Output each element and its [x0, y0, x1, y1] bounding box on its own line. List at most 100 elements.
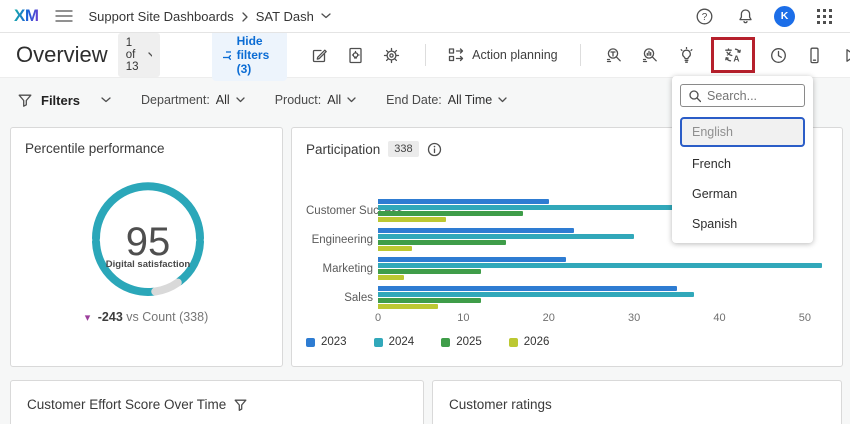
chevron-down-icon [498, 97, 507, 103]
page-title: Overview [16, 42, 108, 67]
category-label: Marketing [322, 262, 374, 275]
category-label: Customer Success [306, 204, 403, 217]
language-dropdown: English French German Spanish [672, 76, 813, 243]
bar-2023[interactable] [378, 228, 575, 233]
bar-2026[interactable] [378, 246, 413, 251]
gauge-comparison: ▾ -243 vs Count (338) [11, 310, 282, 324]
filter-label: End Date: [386, 93, 442, 107]
breadcrumb: Support Site Dashboards SAT Dash [89, 9, 331, 24]
filter-department[interactable]: Department: All [141, 93, 245, 107]
axis-tick-label: 30 [628, 312, 641, 324]
language-option-spanish[interactable]: Spanish [692, 217, 738, 231]
action-planning-label: Action planning [472, 48, 558, 62]
help-icon[interactable]: ? [692, 4, 716, 28]
percentile-performance-card: Percentile performance 95 Digital satisf… [10, 127, 283, 367]
bar-2024[interactable] [378, 263, 822, 268]
hide-filters-button[interactable]: 0 Hide filters (3) [212, 29, 288, 81]
edit-icon[interactable] [307, 43, 331, 67]
card-title: Customer ratings [449, 397, 552, 412]
translate-icon[interactable]: A [721, 43, 745, 67]
page-indicator: 1 of 13 [125, 37, 139, 73]
action-planning-button[interactable]: Action planning [448, 47, 558, 63]
count-badge: 338 [388, 141, 419, 157]
version-history-clock-icon[interactable] [767, 43, 791, 67]
dashboard-toolbar: Overview 1 of 13 0 Hide filters (3) [0, 29, 850, 81]
bar-group [378, 228, 635, 251]
filter-end-date[interactable]: End Date: All Time [386, 93, 507, 107]
delta-value: -243 [97, 310, 123, 324]
chart-row: Engineering [306, 228, 836, 251]
language-option-english[interactable]: English [680, 117, 805, 147]
bar-2023[interactable] [378, 286, 677, 291]
chevron-down-icon[interactable] [321, 13, 331, 19]
legend-item[interactable]: 2026 [508, 336, 550, 348]
participation-axis: 0 10 20 30 40 50 [375, 312, 822, 326]
chevron-down-icon [236, 97, 245, 103]
delta-comparison-label: vs Count (338) [126, 310, 209, 324]
bar-2026[interactable] [378, 275, 404, 280]
funnel-icon[interactable] [234, 399, 247, 411]
language-option-german[interactable]: German [692, 187, 738, 201]
search-box[interactable] [680, 84, 805, 107]
filter-bar: Filters Department: All Product: All End… [0, 78, 850, 122]
legend-label: 2026 [523, 336, 550, 348]
text-iq-icon[interactable] [603, 43, 627, 67]
filters-button[interactable]: Filters [18, 93, 111, 108]
action-planning-icon [448, 48, 464, 62]
search-input[interactable] [707, 88, 797, 103]
card-title: Customer Effort Score Over Time [27, 397, 227, 412]
filter-label: Product: [274, 93, 322, 107]
breadcrumb-current[interactable]: SAT Dash [255, 8, 314, 24]
svg-text:?: ? [701, 12, 707, 23]
bar-2025[interactable] [378, 269, 481, 274]
bar-2023[interactable] [378, 199, 549, 204]
xm-logo[interactable]: XM [14, 6, 39, 25]
page-insights-icon[interactable] [343, 43, 367, 67]
chevron-down-icon[interactable] [101, 97, 111, 103]
present-play-icon[interactable] [839, 43, 850, 67]
legend-item[interactable]: 2023 [306, 336, 347, 348]
bar-2025[interactable] [378, 211, 524, 216]
gauge-chart: 95 Digital satisfaction [92, 182, 204, 296]
bar-2024[interactable] [378, 205, 677, 210]
chevron-down-icon [148, 52, 153, 58]
bar-group [378, 286, 694, 309]
notifications-bell-icon[interactable] [733, 4, 757, 28]
stats-iq-icon[interactable] [639, 43, 663, 67]
card-title: Percentile performance [25, 141, 165, 156]
avatar[interactable]: K [774, 5, 795, 27]
legend-label: 2023 [321, 336, 347, 348]
filter-value: All Time [447, 93, 493, 107]
axis-tick-label: 20 [542, 312, 555, 324]
language-option-french[interactable]: French [692, 157, 731, 171]
bar-2024[interactable] [378, 234, 635, 239]
page-selector[interactable]: 1 of 13 [117, 33, 161, 77]
legend-item[interactable]: 2024 [373, 336, 414, 348]
filter-label: Department: [141, 93, 210, 107]
bar-2023[interactable] [378, 257, 566, 262]
legend-swatch [306, 337, 315, 347]
divider [425, 44, 427, 66]
customer-ratings-card: Customer ratings [432, 380, 842, 424]
bar-group [378, 257, 822, 280]
settings-gear-icon[interactable] [379, 43, 403, 67]
filter-product[interactable]: Product: All [275, 93, 356, 107]
mobile-preview-icon[interactable] [803, 43, 827, 67]
bar-2026[interactable] [378, 217, 447, 222]
gauge-score-label: Digital satisfaction [106, 259, 191, 270]
insights-bulb-icon[interactable] [675, 43, 699, 67]
bar-2026[interactable] [378, 304, 438, 309]
participation-rows: Customer Success Engineering Marketing Sale… [306, 199, 836, 315]
bar-2025[interactable] [378, 240, 507, 245]
axis-tick-label: 40 [713, 312, 726, 324]
menu-icon[interactable] [54, 9, 73, 23]
bar-2025[interactable] [378, 298, 481, 303]
info-icon[interactable] [427, 142, 442, 157]
legend-item[interactable]: 2025 [441, 336, 482, 348]
legend-swatch [441, 337, 451, 347]
app-waffle-icon[interactable] [812, 4, 836, 28]
bar-2024[interactable] [378, 292, 694, 297]
breadcrumb-root[interactable]: Support Site Dashboards [88, 8, 234, 24]
hide-filters-label: Hide filters (3) [236, 34, 270, 76]
chart-row: Customer Success [306, 199, 836, 222]
